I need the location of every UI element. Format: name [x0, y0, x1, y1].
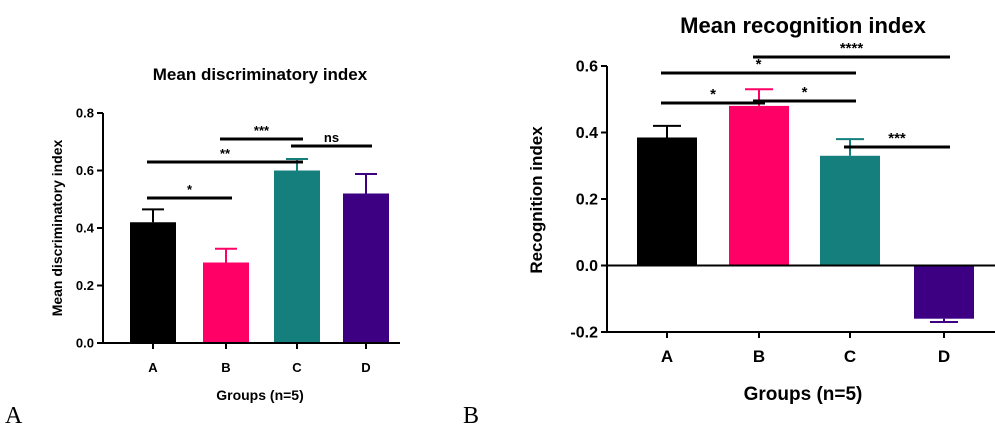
- y-tick-label: 0.6: [576, 59, 598, 76]
- x-category-label: B: [753, 347, 765, 366]
- bar-d: [343, 193, 389, 343]
- y-tick-label: 0.0: [576, 258, 598, 275]
- bar-c: [820, 155, 880, 266]
- bar-d: [914, 265, 974, 319]
- x-category-label: C: [844, 347, 856, 366]
- chart-recognition-index: Mean recognition index Recognition index…: [527, 13, 995, 405]
- chart2-x-categories: A B C D: [661, 332, 950, 366]
- y-tick-label: -0.2: [570, 325, 598, 342]
- x-category-label: A: [661, 347, 673, 366]
- bar-c: [274, 170, 320, 343]
- y-tick-label: 0.6: [76, 163, 94, 178]
- chart2-bars: [637, 88, 974, 324]
- x-category-label: B: [221, 360, 230, 375]
- significance-label-c-d: ***: [888, 130, 906, 147]
- significance-label-b-c: ***: [254, 123, 270, 138]
- significance-label-a-b: *: [710, 86, 716, 103]
- bar-b: [729, 105, 789, 266]
- chart2-axes: [606, 66, 995, 333]
- significance-label-b-c: *: [802, 84, 808, 101]
- chart1-y-ticks: 0.0 0.2 0.4 0.6 0.8: [76, 106, 103, 351]
- significance-label-a-b: *: [187, 182, 193, 197]
- chart1-title: Mean discriminatory index: [153, 65, 368, 84]
- chart2-significance: **********: [661, 40, 950, 149]
- significance-label-a-c: *: [756, 56, 762, 73]
- significance-label-c-d: ns: [324, 130, 339, 145]
- significance-label-a-c: **: [220, 146, 231, 161]
- chart1-significance: ****** ns: [147, 123, 372, 200]
- bar-b: [203, 262, 249, 343]
- chart1-x-categories: A B C D: [148, 343, 371, 375]
- chart2-x-axis-label: Groups (n=5): [744, 384, 863, 405]
- y-tick-label: 0.0: [76, 336, 94, 351]
- chart1-bars: [130, 158, 389, 343]
- x-category-label: D: [938, 347, 950, 366]
- y-tick-label: 0.8: [76, 106, 94, 121]
- y-tick-label: 0.4: [576, 125, 598, 142]
- chart2-y-ticks: -0.2 0.0 0.2 0.4 0.6: [570, 59, 607, 342]
- panel-label-b: B: [463, 403, 479, 427]
- x-category-label: A: [148, 360, 158, 375]
- y-tick-label: 0.2: [76, 278, 94, 293]
- panel-label-a: A: [5, 403, 23, 427]
- chart2-title: Mean recognition index: [680, 13, 926, 38]
- bar-a: [130, 222, 176, 343]
- y-tick-label: 0.2: [576, 192, 598, 209]
- bar-a: [637, 137, 697, 266]
- significance-label-b-d: ****: [840, 40, 864, 57]
- chart1-y-axis-label: Mean discriminatory index: [49, 139, 65, 316]
- x-category-label: D: [361, 360, 370, 375]
- chart2-y-axis-label: Recognition index: [527, 126, 546, 274]
- x-category-label: C: [292, 360, 302, 375]
- chart-discriminatory-index: Mean discriminatory index Mean discrimin…: [49, 65, 400, 403]
- chart1-x-axis-label: Groups (n=5): [216, 387, 304, 403]
- y-tick-label: 0.4: [76, 221, 95, 236]
